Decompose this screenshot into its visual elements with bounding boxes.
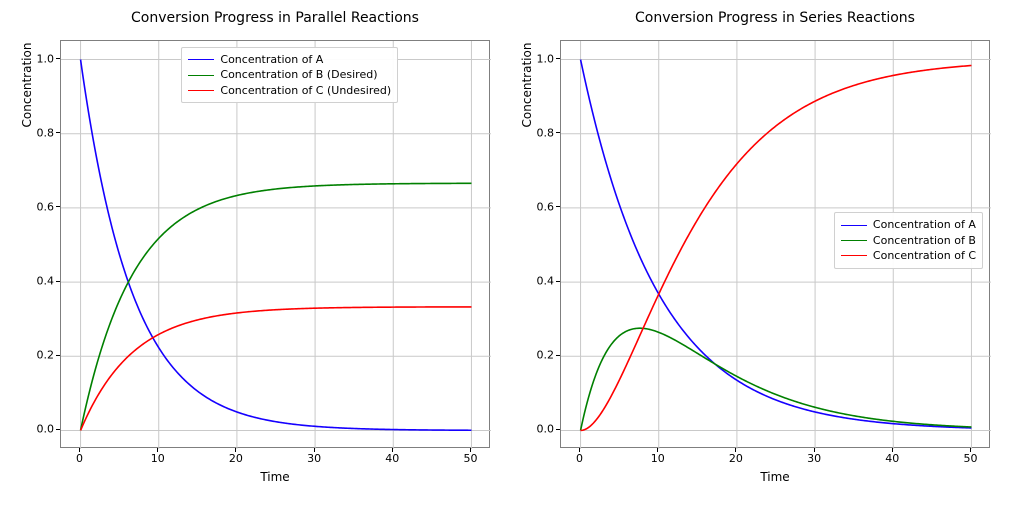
y-tick-label: 0.0 [37,423,61,436]
legend-item: Concentration of B [841,233,976,248]
legend-label: Concentration of A [873,217,976,232]
legend-label: Concentration of B (Desired) [220,67,377,82]
y-tick-label: 0.6 [37,200,61,213]
x-tick-label: 40 [885,448,899,465]
x-tick-label: 20 [729,448,743,465]
legend-item: Concentration of A [841,217,976,232]
series-line-a [81,60,472,431]
plot-area: Concentration of AConcentration of B (De… [60,40,490,448]
subplot-parallel: Conversion Progress in Parallel Reaction… [60,40,490,448]
x-tick-label: 0 [76,448,83,465]
legend-swatch [841,240,867,241]
legend-label: Concentration of C (Undesired) [220,83,391,98]
y-tick-label: 1.0 [537,52,561,65]
legend-item: Concentration of B (Desired) [188,67,391,82]
x-tick-label: 30 [307,448,321,465]
legend-label: Concentration of A [220,52,323,67]
legend-item: Concentration of A [188,52,391,67]
x-tick-label: 30 [807,448,821,465]
x-tick-label: 40 [385,448,399,465]
legend-swatch [188,75,214,76]
x-tick-label: 50 [963,448,977,465]
x-tick-label: 0 [576,448,583,465]
y-tick-label: 0.4 [37,275,61,288]
legend-item: Concentration of C [841,248,976,263]
y-axis-label: Concentration [520,0,534,289]
series-line-c [81,307,472,431]
legend-item: Concentration of C (Undesired) [188,83,391,98]
x-tick-label: 20 [229,448,243,465]
chart-title: Conversion Progress in Parallel Reaction… [60,10,490,26]
x-tick-label: 10 [151,448,165,465]
plot-area: Concentration of AConcentration of BConc… [560,40,990,448]
series-line-b [581,328,972,430]
y-tick-label: 0.8 [537,126,561,139]
x-axis-label: Time [560,470,990,484]
legend-label: Concentration of C [873,248,976,263]
y-tick-label: 0.2 [537,349,561,362]
y-tick-label: 0.0 [537,423,561,436]
y-tick-label: 0.4 [537,275,561,288]
subplot-series: Conversion Progress in Series ReactionsC… [560,40,990,448]
legend-label: Concentration of B [873,233,976,248]
legend-swatch [841,255,867,256]
x-tick-label: 50 [463,448,477,465]
legend: Concentration of AConcentration of BConc… [834,212,983,268]
y-tick-label: 0.6 [537,200,561,213]
y-tick-label: 1.0 [37,52,61,65]
legend-swatch [841,225,867,226]
legend-swatch [188,90,214,91]
legend: Concentration of AConcentration of B (De… [181,47,398,103]
y-axis-label: Concentration [20,0,34,289]
figure: Conversion Progress in Parallel Reaction… [0,0,1024,508]
x-tick-label: 10 [651,448,665,465]
y-tick-label: 0.2 [37,349,61,362]
legend-swatch [188,59,214,60]
x-axis-label: Time [60,470,490,484]
chart-title: Conversion Progress in Series Reactions [560,10,990,26]
y-tick-label: 0.8 [37,126,61,139]
